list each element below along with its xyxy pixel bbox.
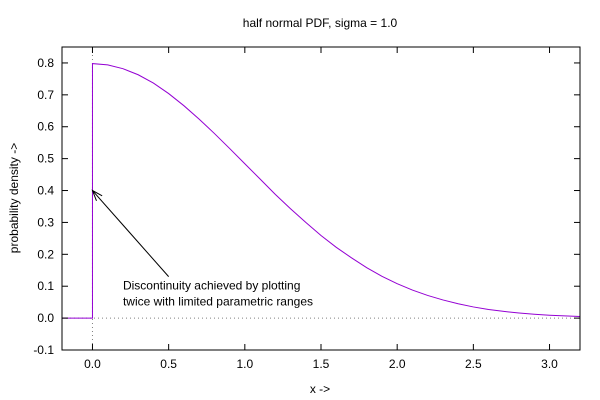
x-tick-label: 1.5 [313,357,330,371]
x-tick-label: 0.5 [160,357,177,371]
y-tick-label: 0.8 [37,56,54,70]
y-tick-label: 0.4 [37,184,54,198]
y-tick-label: 0.1 [37,279,54,293]
x-tick-label: 2.5 [465,357,482,371]
y-tick-label: -0.1 [33,343,54,357]
x-tick-label: 3.0 [541,357,558,371]
x-tick-label: 0.0 [84,357,101,371]
y-axis-label: probability density -> [7,143,21,253]
annotation-text-line: Discontinuity achieved by plotting [123,278,300,292]
chart-title: half normal PDF, sigma = 1.0 [243,16,398,30]
annotation-arrow [92,190,170,277]
y-tick-label: 0.2 [37,247,54,261]
x-tick-label: 1.0 [236,357,253,371]
y-tick-label: 0.0 [37,311,54,325]
y-tick-label: 0.7 [37,88,54,102]
y-tick-label: 0.5 [37,152,54,166]
annotation-text-line: twice with limited parametric ranges [123,294,313,308]
x-axis-label: x -> [310,382,330,396]
x-tick-label: 2.0 [389,357,406,371]
y-tick-label: 0.6 [37,120,54,134]
y-tick-label: 0.3 [37,215,54,229]
annotation-arrowhead [91,189,103,201]
series-line-0 [62,63,581,319]
